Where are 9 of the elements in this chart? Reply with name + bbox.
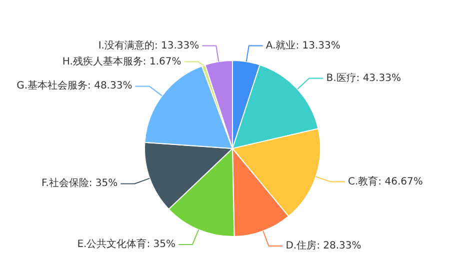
slice-label: B.医疗: 43.33% xyxy=(326,72,401,84)
slice-label: H.残疾人基本服务: 1.67% xyxy=(62,55,182,68)
slice-label: F.社会保险: 35% xyxy=(42,177,118,190)
slice-label: D.住房: 28.33% xyxy=(286,239,362,252)
slice-label: A.就业: 13.33% xyxy=(266,39,340,52)
slice-label: C.教育: 46.67% xyxy=(348,175,423,188)
slice-label: E.公共文化体育: 35% xyxy=(77,238,176,250)
slice-label: G.基本社会服务: 48.33% xyxy=(16,80,132,92)
slice-label: I.没有满意的: 13.33% xyxy=(98,39,200,52)
